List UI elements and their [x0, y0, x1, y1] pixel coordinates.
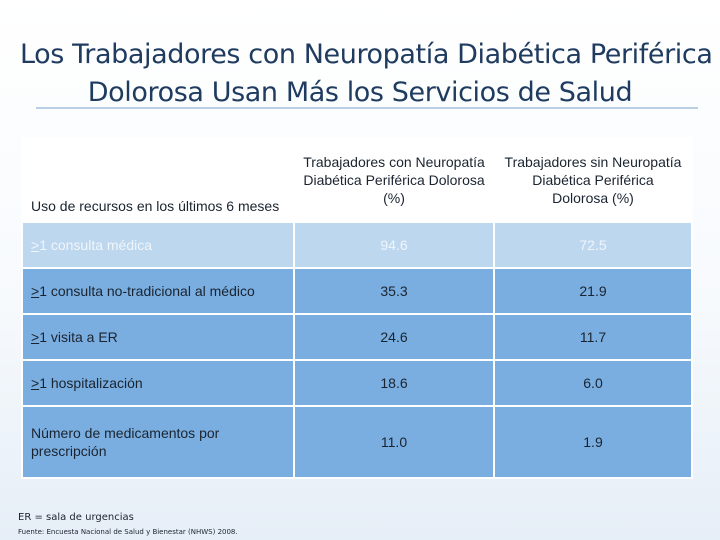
title-line-1: Los Trabajadores con Neuropatía Diabétic…	[20, 39, 713, 70]
row-label: >1 hospitalización	[21, 359, 295, 407]
value-with-pdpn: 35.3	[293, 267, 495, 315]
table-row: >1 hospitalización 18.6 6.0	[21, 359, 693, 407]
table-row: >1 visita a ER 24.6 11.7	[21, 313, 693, 361]
header-with-pdpn: Trabajadores con Neuropatía Diabética Pe…	[293, 137, 495, 223]
value-with-pdpn: 11.0	[293, 405, 495, 479]
value-without-pdpn: 1.9	[493, 405, 693, 479]
slide-title: Los Trabajadores con Neuropatía Diabétic…	[20, 36, 713, 112]
value-without-pdpn: 72.5	[493, 221, 693, 269]
value-without-pdpn: 11.7	[493, 313, 693, 361]
table-header-row: Uso de recursos en los últimos 6 meses T…	[21, 137, 693, 223]
table-row: >1 consulta no-tradicional al médico 35.…	[21, 267, 693, 315]
header-without-pdpn: Trabajadores sin Neuropatía Diabética Pe…	[493, 137, 693, 223]
footnote-er: ER = sala de urgencias	[18, 512, 134, 523]
gte-symbol: >	[31, 283, 40, 299]
row-label-text: Número de medicamentos por prescripción	[31, 425, 220, 459]
value-with-pdpn: 18.6	[293, 359, 495, 407]
row-label-text: 1 visita a ER	[39, 329, 118, 345]
row-label: >1 consulta médica	[21, 221, 295, 269]
title-line-2: Dolorosa Usan Más los Servicios de Salud	[87, 77, 633, 108]
row-label-text: 1 consulta médica	[39, 237, 153, 253]
table-row: Número de medicamentos por prescripción …	[21, 405, 693, 479]
row-label-text: 1 consulta no-tradicional al médico	[39, 283, 255, 299]
title-divider	[36, 107, 698, 109]
gte-symbol: >	[31, 237, 40, 253]
gte-symbol: >	[31, 329, 40, 345]
value-without-pdpn: 21.9	[493, 267, 693, 315]
value-with-pdpn: 24.6	[293, 313, 495, 361]
gte-symbol: >	[31, 375, 40, 391]
row-label: >1 visita a ER	[21, 313, 295, 361]
value-without-pdpn: 6.0	[493, 359, 693, 407]
source-citation: Fuente: Encuesta Nacional de Salud y Bie…	[18, 528, 238, 536]
table-row: >1 consulta médica 94.6 72.5	[21, 221, 693, 269]
value-with-pdpn: 94.6	[293, 221, 495, 269]
row-label: Número de medicamentos por prescripción	[21, 405, 295, 479]
healthcare-use-table: Uso de recursos en los últimos 6 meses T…	[21, 137, 693, 479]
row-label: >1 consulta no-tradicional al médico	[21, 267, 295, 315]
header-resource-use: Uso de recursos en los últimos 6 meses	[21, 137, 295, 223]
row-label-text: 1 hospitalización	[39, 375, 143, 391]
